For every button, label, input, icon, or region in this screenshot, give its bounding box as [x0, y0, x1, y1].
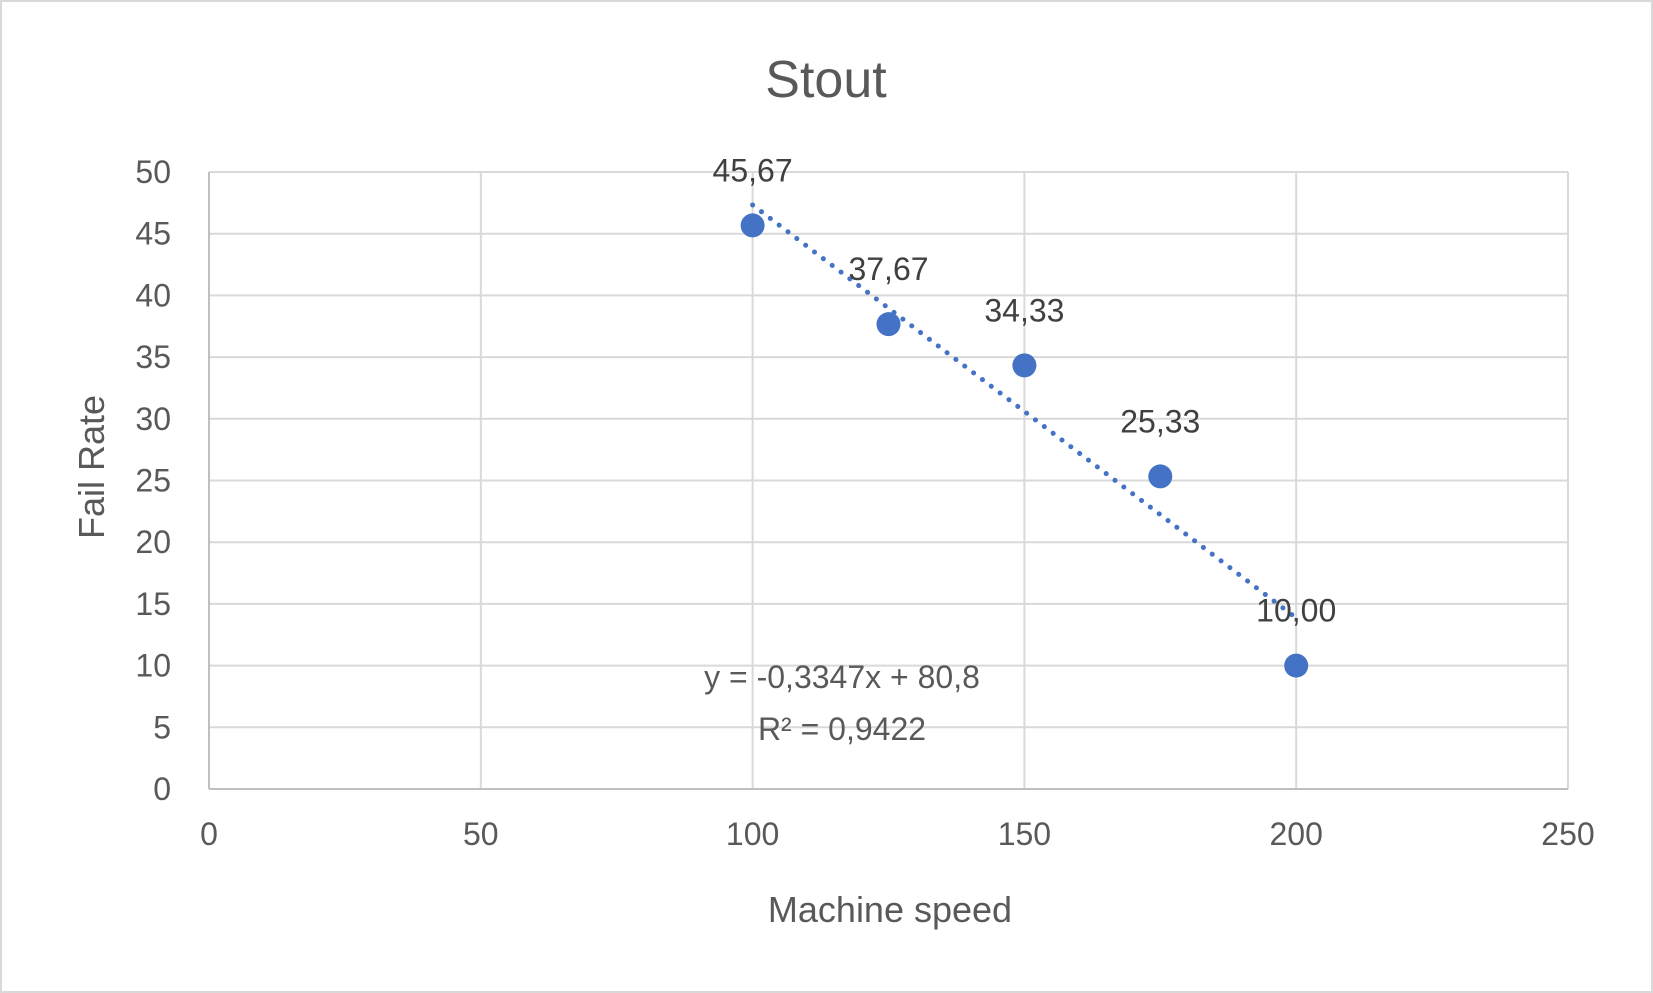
y-axis-title: Fail Rate [71, 395, 112, 539]
axes: 0 5 10 15 20 25 30 35 40 45 50 0 50 100 150 200 250 [135, 154, 1594, 852]
y-tick-label: 45 [135, 216, 171, 252]
data-point [1148, 464, 1173, 489]
x-tick-label: 50 [463, 816, 499, 852]
x-tick-label: 0 [200, 816, 218, 852]
y-tick-label: 35 [135, 339, 171, 375]
data-label: 37,67 [848, 251, 928, 287]
y-tick-label: 50 [135, 154, 171, 190]
y-tick-label: 10 [135, 648, 171, 684]
y-tick-label: 25 [135, 463, 171, 499]
chart-title: Stout [765, 51, 887, 109]
data-label: 25,33 [1120, 403, 1200, 439]
gridlines [209, 171, 1569, 789]
data-labels: 45,67 37,67 34,33 25,33 10,00 [713, 152, 1337, 628]
y-tick-label: 40 [135, 277, 171, 313]
x-axis-title: Machine speed [768, 889, 1012, 930]
x-tick-label: 100 [726, 816, 779, 852]
data-point [1284, 653, 1309, 678]
y-tick-label: 20 [135, 524, 171, 560]
x-tick-label: 150 [998, 816, 1051, 852]
data-label: 10,00 [1256, 593, 1336, 629]
data-point [1012, 353, 1037, 378]
trendline-equation: y = -0,3347x + 80,8 [704, 659, 980, 695]
data-label: 34,33 [984, 292, 1064, 328]
y-tick-label: 5 [153, 709, 171, 745]
trendline-r-squared: R² = 0,9422 [758, 711, 926, 747]
y-tick-label: 0 [153, 771, 171, 807]
data-point [740, 213, 765, 238]
y-tick-label: 15 [135, 586, 171, 622]
data-points [740, 213, 1309, 678]
x-tick-label: 200 [1270, 816, 1323, 852]
data-label: 45,67 [713, 152, 793, 188]
x-tick-label: 250 [1541, 816, 1594, 852]
data-point [876, 312, 901, 337]
y-tick-label: 30 [135, 401, 171, 437]
